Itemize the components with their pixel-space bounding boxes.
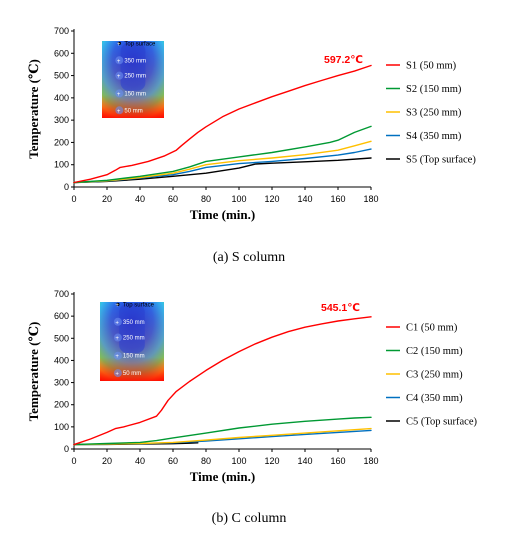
chart-0-y-tick-label: 400: [54, 93, 69, 103]
chart-0-inset-marker: [115, 56, 124, 65]
chart-1-inset-marker: [113, 317, 122, 326]
chart-1-inset-label: 150 mm: [123, 354, 145, 360]
chart-1-y-tick-label: 100: [54, 422, 69, 432]
chart-0-legend-label: S3 (250 mm): [406, 108, 462, 119]
chart-0-inset-marker: [115, 71, 124, 80]
chart-1-caption: (b) C column: [212, 511, 287, 526]
chart-0-inset-marker-plus: +: [117, 92, 121, 98]
chart-0-x-tick-label: 120: [264, 194, 279, 204]
chart-0-x-tick-label: 40: [135, 194, 145, 204]
chart-1-legend-label: C2 (150 mm): [406, 346, 463, 357]
chart-1-inset-marker-plus: +: [115, 320, 119, 326]
chart-1-inset-marker: [113, 351, 122, 360]
chart-1-x-axis-label: Time (min.): [190, 469, 255, 484]
chart-0-inset-marker: [115, 106, 124, 115]
chart-1-x-tick-label: 60: [168, 456, 178, 466]
chart-0-y-tick-label: 100: [54, 160, 69, 170]
chart-1-x-tick-label: 0: [71, 456, 76, 466]
chart-0-inset-label: 350 mm: [124, 58, 146, 64]
chart-1-inset-marker-plus: +: [115, 372, 119, 378]
chart-c-column: + Top surface + 350 mm + 250 mm + 150 mm + 50 mm 0…: [26, 289, 477, 526]
chart-1-inset-marker-plus: +: [115, 354, 119, 360]
chart-0-series-line-3: [73, 140, 372, 184]
chart-0-caption: (a) S column: [213, 250, 285, 265]
chart-0-x-tick-label: 20: [102, 194, 112, 204]
chart-0-inset-marker: [117, 41, 121, 45]
chart-1-y-tick-label: 0: [64, 444, 69, 454]
chart-0-thermal-inset-image: + Top surface+ 350 mm+ 250 mm+ 150 mm+ 50 mm: [102, 41, 164, 118]
chart-1-peak-annotation: 545.1℃: [321, 302, 360, 314]
chart-1-x-tick-label: 180: [363, 456, 378, 466]
chart-0-inset-label: Top surface: [124, 41, 156, 47]
chart-0-x-tick-label: 180: [363, 194, 378, 204]
chart-0-peak-annotation: 597.2℃: [324, 54, 363, 66]
chart-0-y-tick-label: 300: [54, 115, 69, 125]
chart-0-x-tick-label: 100: [231, 194, 246, 204]
chart-0-y-tick-label: 700: [54, 26, 69, 36]
chart-1-legend-label: C1 (50 mm): [406, 323, 458, 334]
chart-1-inset-marker-plus: +: [115, 303, 119, 309]
chart-1-x-tick-label: 160: [330, 456, 345, 466]
chart-0-x-axis-label: Time (min.): [190, 207, 255, 222]
chart-0-inset-label: 250 mm: [124, 74, 146, 80]
chart-0-inset-marker-plus: +: [117, 42, 121, 48]
chart-0-inset-label: 150 mm: [124, 91, 146, 97]
chart-0-legend-label: S5 (Top surface): [406, 155, 476, 166]
chart-1-inset-marker-plus: +: [115, 336, 119, 342]
chart-1-x-tick-label: 140: [297, 456, 312, 466]
chart-1-x-tick-label: 20: [102, 456, 112, 466]
chart-0-inset-marker-plus: +: [117, 74, 121, 80]
chart-1-thermal-inset-image: + Top surface + 350 mm + 250 mm + 150 mm + 50 mm: [100, 302, 164, 381]
chart-0-x-tick-label: 80: [201, 194, 211, 204]
chart-1-inset-label: 350 mm: [123, 320, 145, 326]
chart-1-legend-label: C5 (Top surface): [406, 417, 477, 428]
chart-1-x-tick-label: 80: [201, 456, 211, 466]
chart-1-inset-marker: [113, 369, 122, 378]
chart-0-inset-marker: [115, 89, 124, 98]
chart-1-series-line-2: [73, 416, 372, 446]
chart-0-series-line-1: [73, 64, 372, 184]
chart-0-series-line-2: [73, 125, 372, 184]
chart-1-x-tick-label: 100: [231, 456, 246, 466]
chart-0-x-tick-label: 140: [297, 194, 312, 204]
chart-1-y-tick-label: 300: [54, 378, 69, 388]
chart-1-inset-label: Top surface: [123, 302, 155, 308]
chart-0-series-line-4: [73, 148, 372, 184]
chart-1-inset-label: 250 mm: [123, 336, 145, 342]
chart-0-inset-label: 50 mm: [124, 108, 142, 114]
chart-0-y-tick-label: 600: [54, 48, 69, 58]
chart-1-inset-marker: [113, 333, 122, 342]
chart-0-y-tick-label: 0: [64, 182, 69, 192]
chart-1-legend-label: C3 (250 mm): [406, 370, 463, 381]
chart-1-y-tick-label: 600: [54, 311, 69, 321]
chart-s-column: + Top surface+ 350 mm+ 250 mm+ 150 mm+ 50 mm0…: [26, 26, 476, 265]
chart-0-y-tick-label: 200: [54, 137, 69, 147]
chart-0-y-tick-label: 500: [54, 71, 69, 81]
chart-1-inset-label: 50 mm: [123, 371, 141, 377]
chart-1-series-line-3: [73, 427, 372, 446]
chart-1-y-tick-label: 400: [54, 355, 69, 365]
chart-1-series-line-1: [73, 316, 372, 446]
chart-1-y-axis-label: Temperature (℃): [26, 322, 41, 422]
chart-0-legend-label: S4 (350 mm): [406, 131, 462, 142]
chart-0-inset-marker-plus: +: [117, 109, 121, 115]
chart-0-y-axis-label: Temperature (℃): [26, 59, 41, 159]
chart-0-legend-label: S1 (50 mm): [406, 61, 457, 72]
chart-1-x-tick-label: 40: [135, 456, 145, 466]
chart-1-y-tick-label: 500: [54, 333, 69, 343]
chart-1-inset-marker: [116, 302, 120, 306]
chart-1-x-tick-label: 120: [264, 456, 279, 466]
chart-0-legend-label: S2 (150 mm): [406, 84, 462, 95]
chart-0-series-line-5: [73, 157, 372, 184]
chart-0-x-tick-label: 60: [168, 194, 178, 204]
chart-0-inset-marker-plus: +: [117, 59, 121, 65]
chart-0-x-tick-label: 160: [330, 194, 345, 204]
chart-1-y-tick-label: 200: [54, 400, 69, 410]
chart-1-legend-label: C4 (350 mm): [406, 393, 463, 404]
chart-1-y-tick-label: 700: [54, 289, 69, 299]
chart-0-x-tick-label: 0: [71, 194, 76, 204]
